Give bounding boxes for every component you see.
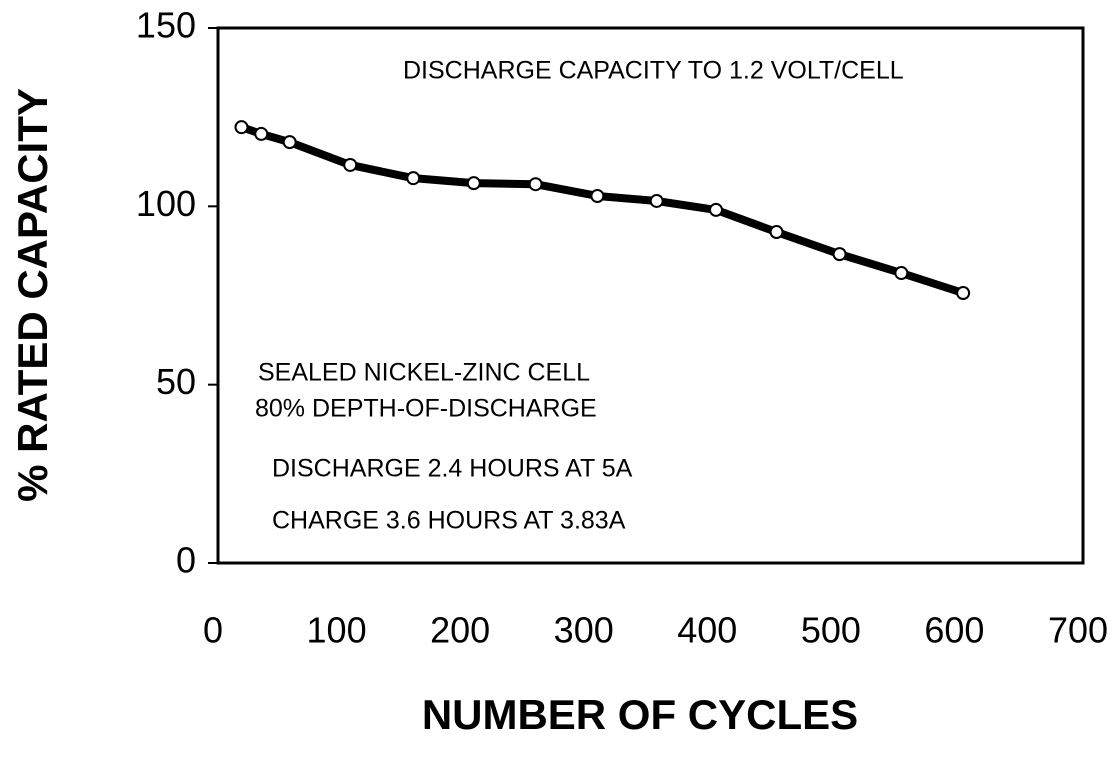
y-axis-label: % RATED CAPACITY [9, 88, 56, 502]
annotation: 80% DEPTH-OF-DISCHARGE [255, 395, 597, 423]
data-point [649, 193, 664, 208]
data-point [343, 157, 358, 172]
x-tick-label: 0 [203, 610, 223, 651]
data-point [254, 126, 269, 141]
data-point [528, 177, 543, 192]
data-point [282, 135, 297, 150]
data-point [406, 171, 421, 186]
annotation: SEALED NICKEL-ZINC CELL [258, 359, 590, 387]
data-point [832, 247, 847, 262]
data-point [590, 188, 605, 203]
annotation: CHARGE 3.6 HOURS AT 3.83A [272, 507, 626, 535]
data-point [894, 266, 909, 281]
x-tick-label: 700 [1048, 610, 1108, 651]
x-tick-label: 600 [924, 610, 984, 651]
data-point [956, 286, 971, 301]
x-axis-label: NUMBER OF CYCLES [422, 691, 858, 738]
y-tick-label: 50 [156, 361, 196, 402]
x-tick-label: 500 [801, 610, 861, 651]
data-line [240, 123, 965, 297]
data-point [769, 225, 784, 240]
plot-frame [216, 26, 1085, 565]
annotation: DISCHARGE 2.4 HOURS AT 5A [272, 455, 633, 483]
data-point [466, 176, 481, 191]
x-tick-label: 400 [677, 610, 737, 651]
y-tick-label: 150 [136, 5, 196, 46]
x-tick-label: 300 [554, 610, 614, 651]
data-point [708, 202, 723, 217]
x-tick-label: 100 [307, 610, 367, 651]
y-tick-label: 0 [176, 540, 196, 581]
data-point [234, 120, 249, 135]
x-tick-label: 200 [430, 610, 490, 651]
y-tick-label: 100 [136, 183, 196, 224]
annotation: DISCHARGE CAPACITY TO 1.2 VOLT/CELL [403, 57, 904, 85]
